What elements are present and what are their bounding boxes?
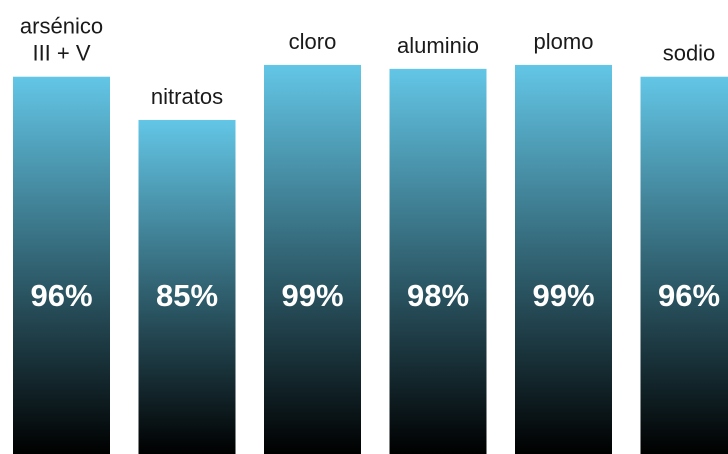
value-label: 96% — [30, 278, 92, 313]
value-label: 96% — [658, 278, 720, 313]
value-label: 99% — [281, 278, 343, 313]
value-label: 98% — [407, 278, 469, 313]
category-label: arsénico — [20, 14, 103, 39]
bar-nitratos — [138, 119, 236, 454]
bar-sodio — [640, 76, 728, 454]
bar-cloro — [264, 64, 361, 454]
bar-plomo — [515, 64, 612, 454]
category-label: nitratos — [151, 84, 223, 109]
category-label: aluminio — [397, 33, 479, 58]
category-label: plomo — [534, 29, 594, 54]
category-label: sodio — [663, 41, 716, 66]
category-label: III + V — [32, 41, 90, 66]
value-label: 99% — [532, 278, 594, 313]
bar-arsnico — [13, 76, 110, 454]
bar-aluminio — [389, 68, 487, 454]
value-label: 85% — [156, 278, 218, 313]
category-label: cloro — [289, 29, 337, 54]
